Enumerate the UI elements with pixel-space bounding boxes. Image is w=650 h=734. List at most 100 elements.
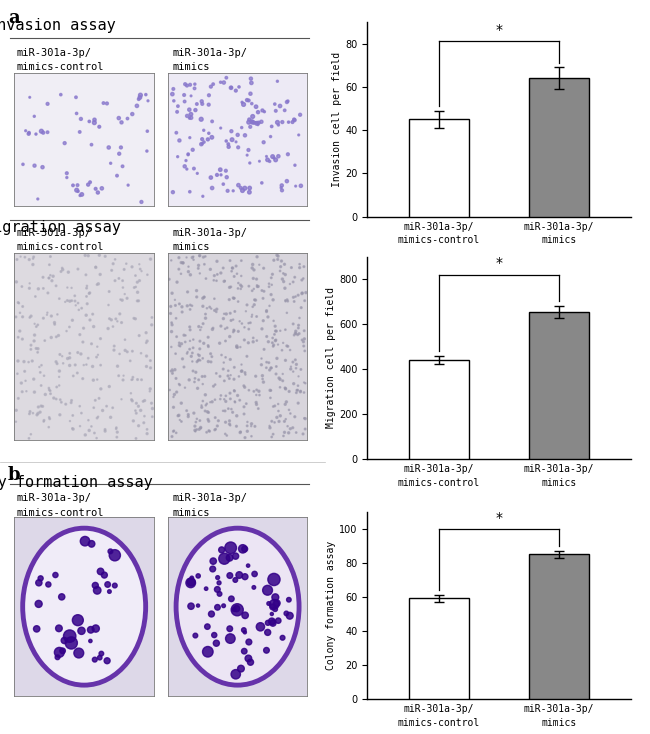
Point — [202, 406, 213, 418]
Point — [171, 127, 181, 139]
Point — [73, 297, 83, 309]
Point — [281, 307, 292, 319]
Point — [190, 79, 200, 90]
Point — [103, 142, 114, 153]
Point — [247, 309, 257, 321]
Point — [192, 382, 203, 394]
Point — [77, 189, 87, 200]
Point — [277, 184, 287, 196]
Point — [198, 395, 208, 407]
Point — [177, 257, 188, 269]
Point — [58, 357, 68, 369]
Point — [80, 535, 90, 547]
Point — [210, 412, 220, 424]
Point — [251, 396, 261, 408]
Point — [265, 385, 276, 396]
Point — [135, 275, 145, 286]
Point — [250, 568, 260, 580]
Point — [32, 319, 43, 331]
Point — [239, 382, 250, 393]
Point — [46, 388, 56, 399]
Point — [63, 266, 73, 278]
Point — [110, 580, 120, 592]
Point — [81, 359, 92, 371]
Point — [49, 319, 60, 330]
Point — [84, 314, 95, 326]
Point — [94, 121, 105, 133]
Point — [192, 167, 203, 179]
Point — [64, 295, 75, 307]
Point — [248, 117, 259, 128]
Point — [108, 321, 118, 333]
Point — [207, 324, 218, 335]
Point — [29, 160, 40, 172]
Point — [174, 252, 184, 264]
Point — [248, 301, 258, 313]
Point — [220, 396, 231, 407]
Point — [220, 323, 230, 335]
Point — [112, 360, 123, 372]
Point — [252, 310, 262, 322]
Point — [239, 321, 250, 333]
Point — [64, 347, 75, 359]
Point — [201, 399, 211, 411]
Point — [284, 385, 294, 397]
Point — [244, 186, 255, 198]
Point — [127, 374, 137, 385]
Point — [142, 335, 152, 347]
Point — [212, 303, 222, 315]
Point — [282, 421, 293, 432]
Point — [186, 90, 196, 102]
Point — [199, 291, 209, 303]
Point — [265, 156, 275, 167]
Point — [77, 302, 87, 314]
Point — [171, 427, 181, 439]
Point — [122, 113, 133, 125]
Bar — [409, 598, 469, 699]
Point — [227, 262, 237, 274]
Point — [213, 572, 223, 584]
Point — [83, 352, 94, 364]
Point — [265, 392, 276, 404]
Point — [271, 368, 281, 380]
Point — [265, 422, 275, 434]
Point — [47, 275, 57, 286]
Point — [248, 258, 258, 270]
Point — [270, 400, 280, 412]
Point — [242, 149, 252, 161]
Point — [62, 352, 73, 364]
Point — [235, 426, 246, 437]
Point — [105, 412, 116, 424]
Bar — [409, 119, 469, 217]
Point — [193, 349, 203, 360]
Point — [220, 165, 231, 177]
Point — [206, 302, 216, 314]
Point — [172, 276, 182, 288]
Point — [73, 264, 83, 275]
Point — [283, 341, 293, 352]
Point — [219, 553, 229, 564]
Point — [206, 608, 216, 620]
Point — [185, 335, 195, 346]
Point — [299, 377, 309, 388]
Point — [243, 317, 254, 329]
Point — [34, 577, 44, 589]
Point — [170, 294, 180, 305]
Point — [231, 84, 241, 96]
Point — [90, 654, 100, 666]
Point — [144, 385, 155, 397]
Point — [20, 125, 31, 137]
Point — [167, 368, 177, 379]
Point — [266, 272, 276, 283]
Point — [169, 425, 179, 437]
Point — [89, 427, 99, 439]
Point — [274, 372, 284, 384]
Point — [205, 172, 216, 184]
Point — [224, 623, 235, 635]
Point — [88, 374, 99, 386]
Point — [213, 415, 224, 426]
Point — [118, 282, 128, 294]
Point — [127, 261, 137, 273]
Point — [118, 161, 128, 172]
Point — [39, 415, 49, 426]
